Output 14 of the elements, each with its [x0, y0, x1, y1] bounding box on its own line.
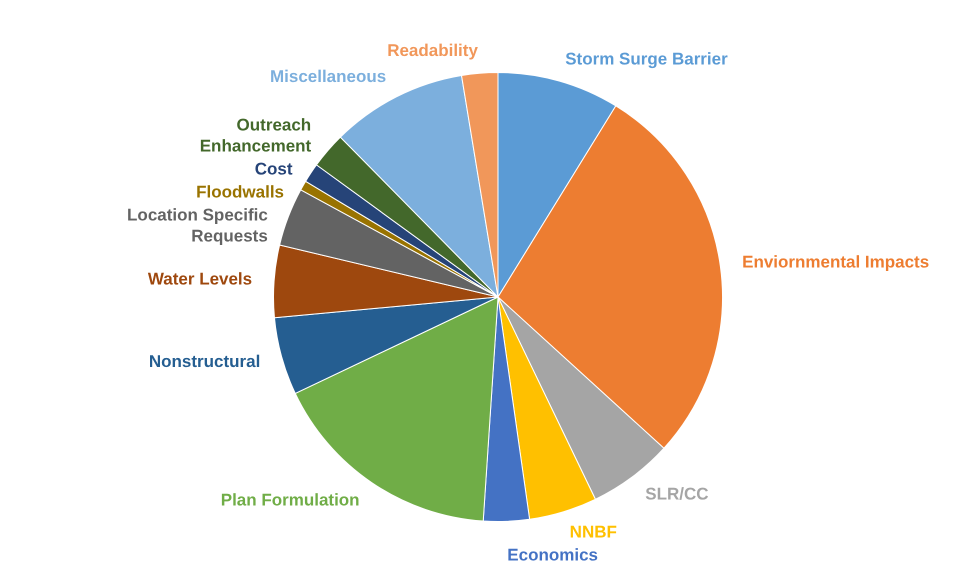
- slice-label: Readability: [387, 41, 478, 60]
- slice-label: Enviornmental Impacts: [742, 252, 930, 272]
- slice-label: Storm Surge Barrier: [565, 50, 728, 69]
- slice-label: Plan Formulation: [220, 490, 360, 510]
- slice-label: Floodwalls: [196, 182, 284, 202]
- slice-label: NNBF: [570, 522, 617, 542]
- slice-label: Cost: [254, 159, 293, 178]
- slice-label: Economics: [507, 546, 598, 565]
- slice-label: Outreach Enhancement: [200, 115, 312, 156]
- slice-label: Water Levels: [148, 269, 252, 288]
- slice-label: Miscellaneous: [270, 67, 386, 86]
- slice-label: SLR/CC: [645, 484, 709, 504]
- slice-label: Nonstructural: [148, 352, 260, 372]
- slice-label: Location Specific Requests: [127, 205, 268, 246]
